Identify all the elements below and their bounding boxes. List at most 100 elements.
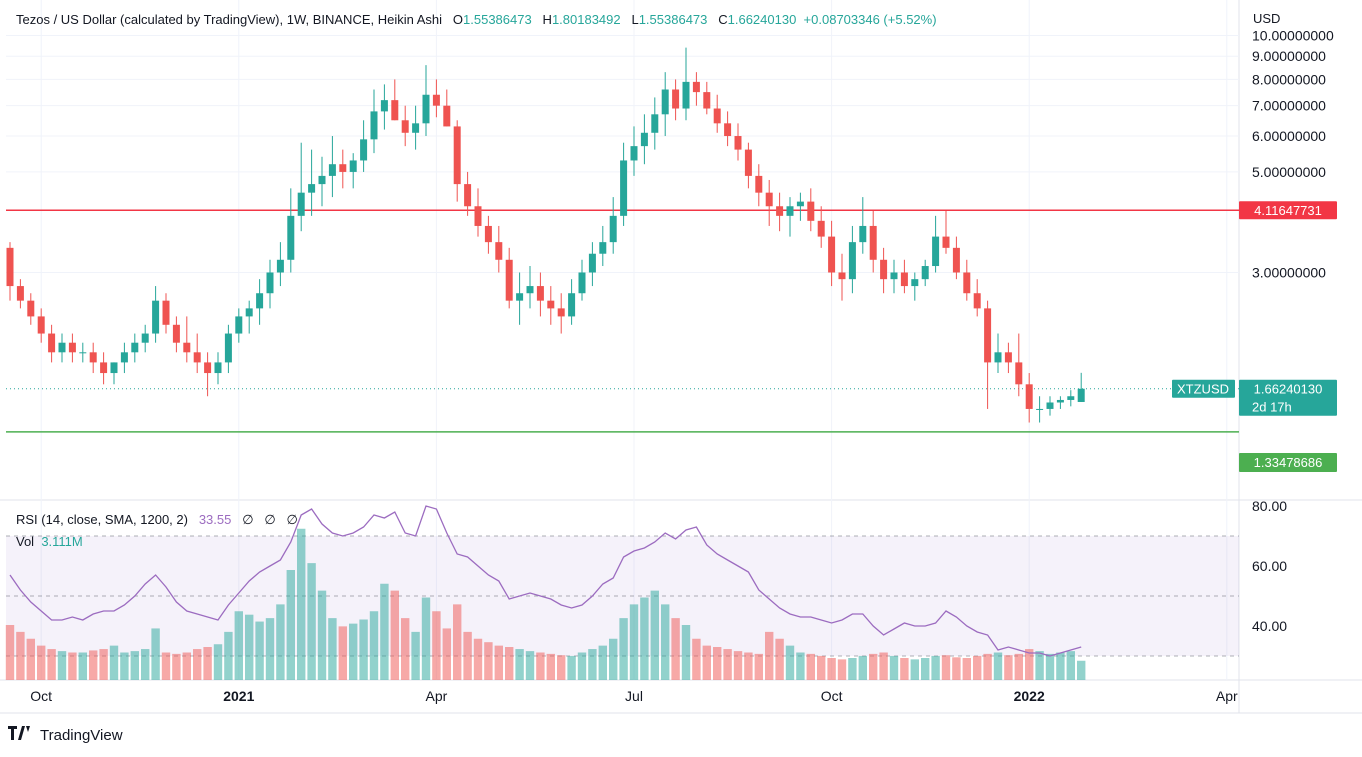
candle-body <box>713 108 721 124</box>
candle-body <box>1036 408 1044 410</box>
volume-header: Vol 3.111M <box>16 534 83 549</box>
symbol-description: Tezos / US Dollar (calculated by Trading… <box>16 12 443 27</box>
candle-body <box>422 94 430 124</box>
candle-body <box>110 362 118 374</box>
volume-bar <box>827 658 836 680</box>
volume-bar <box>37 645 46 680</box>
candle-body <box>172 324 180 343</box>
volume-bar <box>5 625 15 680</box>
candle-body <box>1046 402 1054 409</box>
candle-body <box>100 362 108 374</box>
candle-body <box>817 220 825 237</box>
candle-body <box>599 242 607 254</box>
candle-body <box>661 89 669 115</box>
candle-body <box>890 272 898 280</box>
candle-body <box>27 300 35 317</box>
x-tick-label: 2021 <box>223 688 254 704</box>
volume-bar <box>494 645 503 680</box>
rsi-tick-label: 80.00 <box>1252 498 1287 514</box>
volume-bar <box>598 645 607 680</box>
volume-bar <box>817 655 826 680</box>
candle-body <box>68 342 76 353</box>
volume-bar <box>993 652 1003 680</box>
candle-body <box>339 164 347 172</box>
volume-bar <box>432 611 441 680</box>
y-tick-label: 8.00000000 <box>1252 71 1326 87</box>
volume-bar <box>130 651 139 680</box>
x-tick-label: Jul <box>625 688 643 704</box>
volume-bar <box>265 618 275 680</box>
candle-body <box>370 111 378 140</box>
candle-body <box>1004 352 1012 363</box>
footer-brand[interactable]: TradingView <box>8 726 123 744</box>
volume-bar <box>89 650 98 680</box>
volume-bar <box>962 658 971 680</box>
volume-bar <box>141 649 150 680</box>
candle-body <box>848 242 856 280</box>
volume-bar <box>421 597 431 680</box>
candle-body <box>536 286 544 301</box>
volume-bar <box>702 645 711 680</box>
volume-bar <box>380 583 389 680</box>
horizontal-lines[interactable] <box>6 209 1239 433</box>
candle-body <box>900 272 908 287</box>
volume-bar <box>525 651 535 680</box>
volume-bar <box>390 590 399 680</box>
candle-body <box>152 300 160 334</box>
candle-body <box>755 175 763 193</box>
close-value: 1.66240130 <box>727 12 797 27</box>
volume-bar <box>68 652 77 680</box>
candle-body <box>287 215 295 260</box>
volume-bar <box>224 631 233 680</box>
candle-body <box>630 146 638 161</box>
volume-bar <box>26 638 35 680</box>
volume-bar <box>473 638 483 680</box>
x-tick-label: Apr <box>426 688 448 704</box>
volume-bar <box>1025 649 1034 680</box>
candle-body <box>994 352 1002 363</box>
candle-body <box>297 192 305 216</box>
candle-body <box>505 259 513 301</box>
candle-body <box>308 184 316 193</box>
volume-bar <box>900 658 909 680</box>
candle-body <box>557 308 565 317</box>
volume-bar <box>161 652 171 680</box>
candle-body <box>880 259 888 280</box>
volume-bar <box>276 604 285 680</box>
candle-body <box>16 286 24 301</box>
candle-body <box>484 225 492 243</box>
resistance-price-label: 4.11647731 <box>1254 203 1322 218</box>
candle-body <box>640 132 648 147</box>
volume-bar <box>733 651 743 680</box>
candle-body <box>724 123 732 137</box>
candle-body <box>79 352 87 354</box>
low-value: 1.55386473 <box>638 12 708 27</box>
high-label: H <box>542 12 552 27</box>
candle-body <box>952 247 960 273</box>
volume-bar <box>182 652 191 680</box>
volume-bar <box>213 644 223 680</box>
candle-body <box>37 316 45 334</box>
volume-bar <box>245 614 254 680</box>
volume-bar <box>57 651 67 680</box>
volume-bar <box>973 655 982 680</box>
volume-bar <box>463 631 472 680</box>
volume-bar <box>328 618 337 680</box>
candle-body <box>932 236 940 267</box>
volume-bar <box>869 653 878 680</box>
volume-bar <box>193 649 202 680</box>
current-price-label-bg <box>1239 379 1337 416</box>
volume-label: Vol <box>16 534 35 549</box>
candle-body <box>547 300 555 309</box>
symbol-tag: XTZUSD <box>1177 382 1229 397</box>
support-price-label: 1.33478686 <box>1254 455 1323 470</box>
candle-body <box>443 105 451 127</box>
candle-body <box>859 225 867 243</box>
candles <box>6 47 1085 423</box>
candle-body <box>963 272 971 294</box>
volume-bar <box>1066 651 1075 680</box>
volume-bar <box>681 625 691 680</box>
